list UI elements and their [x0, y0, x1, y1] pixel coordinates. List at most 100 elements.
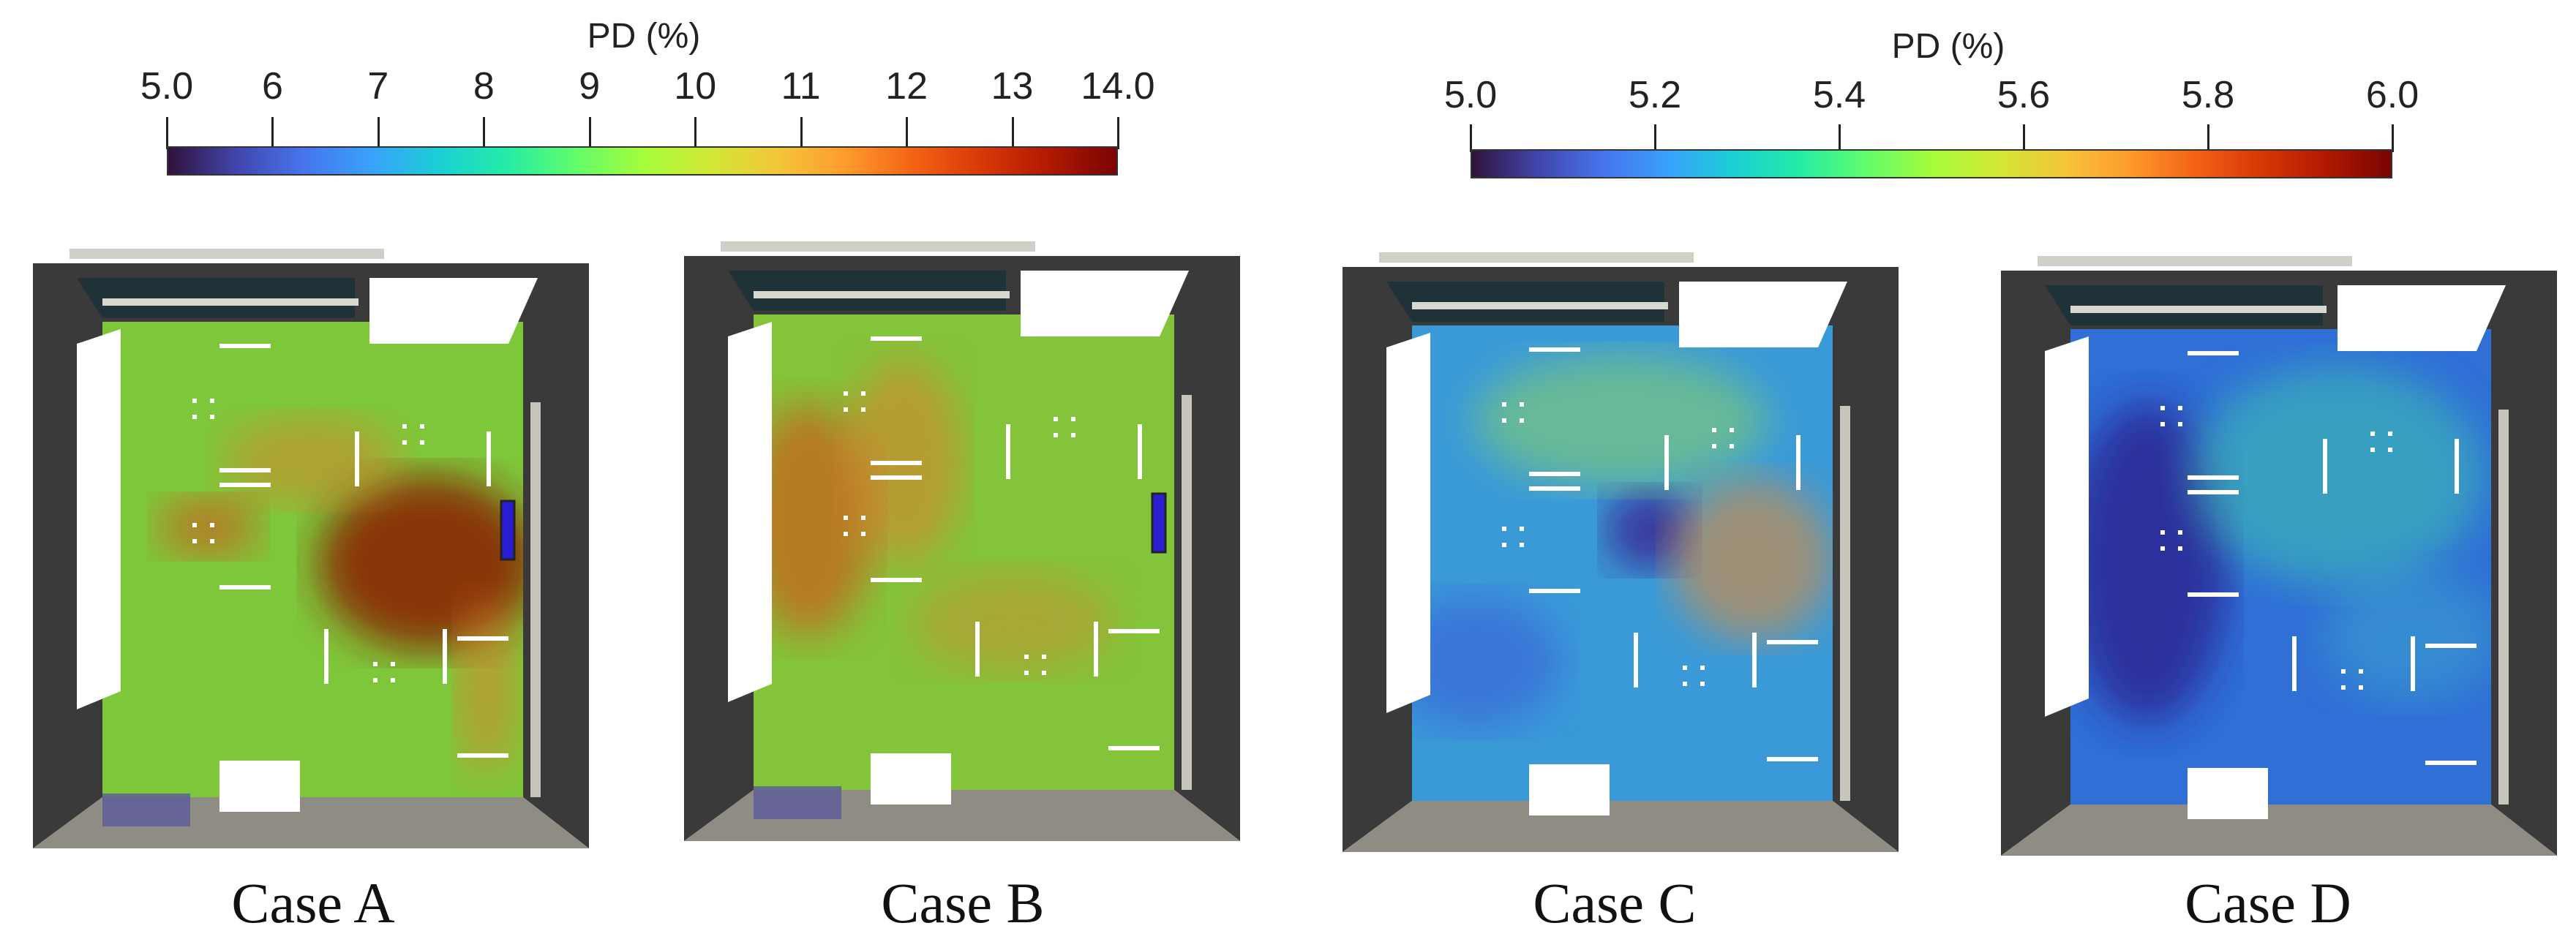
field-hotspot [1672, 479, 1833, 640]
colorbar-gradient [167, 146, 1118, 176]
tick-mark [1839, 124, 1841, 152]
tick-mark [377, 117, 380, 149]
tick-mark [1654, 124, 1656, 152]
colorbar-title: PD (%) [1891, 27, 2005, 66]
panel-case-d [2001, 256, 2557, 856]
case-label-b: Case B [881, 871, 1045, 935]
pd-field [754, 314, 1174, 790]
field-hotspot [1606, 490, 1694, 570]
floor-front [2001, 805, 2557, 856]
window-strip [77, 278, 355, 318]
desks [219, 344, 508, 758]
case-label-d: Case D [2185, 871, 2351, 935]
room-plot-svg [33, 249, 589, 848]
field-hotspot [223, 417, 399, 505]
desks [1529, 347, 1818, 761]
tick-label: 9 [579, 65, 601, 108]
panel-case-b [684, 241, 1240, 841]
field-hotspot [1474, 355, 1767, 486]
tick-label: 7 [367, 65, 389, 108]
tick-label: 6 [261, 65, 283, 108]
tick-label: 14.0 [1081, 65, 1155, 108]
floor-vent [102, 794, 190, 826]
desks [2188, 351, 2477, 765]
top-ledge [2038, 256, 2352, 266]
supply-diffuser [500, 500, 516, 561]
chair-markers [192, 399, 424, 682]
left-cabinet [1386, 333, 1430, 713]
window-sill [754, 291, 1010, 298]
case-label-a: Case A [231, 871, 395, 935]
tick-mark [906, 117, 909, 149]
window-sill [102, 298, 358, 306]
floor-front [1343, 801, 1899, 852]
tick-label: 5.6 [1997, 74, 2051, 116]
top-cabinet [369, 278, 538, 344]
tick-label: 5.0 [1443, 74, 1498, 116]
top-ledge [1379, 252, 1694, 263]
tick-label: 11 [781, 65, 821, 108]
pd-field [102, 322, 523, 797]
window-strip [1386, 282, 1664, 322]
tick-label: 5.8 [2181, 74, 2235, 116]
tick-mark [1011, 117, 1014, 149]
room-plot-svg [1343, 252, 1899, 852]
pd-field [2070, 329, 2491, 805]
top-cabinet [1021, 271, 1189, 336]
right-panel [530, 402, 541, 797]
window-strip [2045, 285, 2323, 325]
room-plot-svg [2001, 256, 2557, 856]
field-hotspot [2191, 366, 2484, 585]
field-hotspot [2323, 570, 2491, 702]
supply-diffuser [1151, 492, 1167, 554]
bottom-cabinet [2188, 768, 2268, 819]
top-cabinet [2337, 285, 2506, 351]
floor-vent [754, 786, 841, 819]
field-hotspot [157, 497, 260, 556]
tick-label: 5.2 [1628, 74, 1682, 116]
colorbar-gradient [1471, 149, 2392, 178]
tick-label: 6.0 [2365, 74, 2419, 116]
right-panel [2498, 410, 2509, 805]
tick-mark [1470, 124, 1472, 152]
tick-label: 10 [674, 65, 717, 108]
window-sill [1412, 302, 1668, 309]
colorbar-title: PD (%) [587, 17, 701, 56]
field-hotspot [2070, 402, 2228, 724]
tick-mark [2023, 124, 2025, 152]
left-cabinet [77, 329, 121, 709]
bottom-cabinet [1529, 764, 1610, 815]
desks [871, 336, 1160, 750]
bottom-cabinet [871, 753, 951, 805]
left-cabinet [2045, 336, 2089, 717]
chair-markers [844, 391, 1075, 675]
top-cabinet [1679, 282, 1847, 347]
left-cabinet [728, 322, 772, 702]
panel-case-c [1343, 252, 1899, 852]
tick-mark [1117, 117, 1119, 149]
right-panel [1182, 395, 1192, 790]
field-hotspot [911, 570, 1116, 673]
tick-mark [588, 117, 591, 149]
tick-label: 5.0 [140, 65, 194, 108]
tick-mark [271, 117, 274, 149]
pd-field [1412, 325, 1833, 801]
tick-mark [2207, 124, 2209, 152]
field-hotspot [1412, 596, 1562, 728]
case-label-c: Case C [1533, 871, 1697, 935]
tick-mark [166, 117, 168, 149]
tick-label: 5.4 [1812, 74, 1866, 116]
window-strip [728, 271, 1006, 311]
tick-mark [800, 117, 803, 149]
tick-mark [694, 117, 697, 149]
colorbar-right: PD (%) 5.0 5.2 5.4 5.6 5.8 6.0 [1317, 0, 2561, 190]
tick-mark [483, 117, 486, 149]
field-hotspot [754, 402, 874, 636]
window-sill [2070, 306, 2327, 313]
panel-case-a [33, 249, 589, 848]
tick-mark [2392, 124, 2394, 152]
tick-label: 13 [991, 65, 1034, 108]
top-ledge [721, 241, 1035, 252]
tick-label: 8 [473, 65, 495, 108]
field-hotspot [457, 600, 516, 775]
